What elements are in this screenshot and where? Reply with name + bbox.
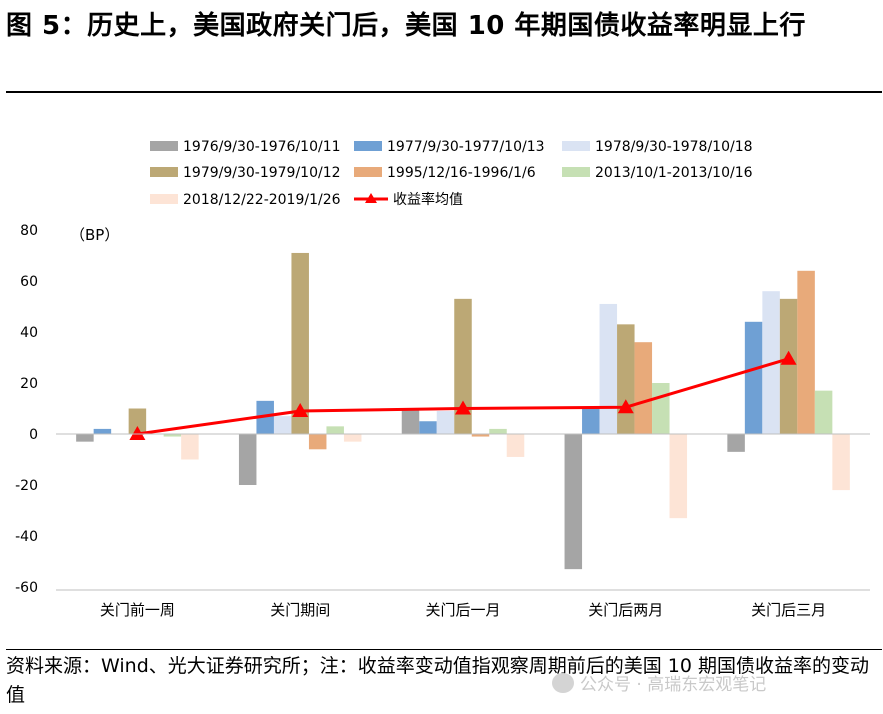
legend-swatch bbox=[354, 141, 382, 151]
bar-7-5 bbox=[832, 434, 850, 491]
legend: 1976/9/30-1976/10/11 1977/9/30-1977/10/13… bbox=[150, 139, 753, 208]
bar-6-4 bbox=[652, 383, 670, 434]
bar-6-1 bbox=[163, 434, 182, 437]
bar-2-4 bbox=[582, 408, 600, 434]
legend-swatch bbox=[562, 167, 590, 177]
bar-6-3 bbox=[489, 428, 507, 434]
bar-1-1 bbox=[76, 434, 94, 442]
bar-5-5 bbox=[797, 270, 815, 434]
y-unit-label: （BP） bbox=[70, 226, 119, 244]
y-tick-label: 80 bbox=[20, 223, 38, 239]
title-divider bbox=[6, 91, 882, 93]
bar-6-5 bbox=[814, 390, 833, 434]
source-divider bbox=[6, 649, 882, 650]
bar-7-2 bbox=[343, 434, 362, 442]
y-tick-label: 20 bbox=[20, 376, 38, 392]
bar-1-2 bbox=[238, 434, 257, 485]
chart: 1976/9/30-1976/10/11 1977/9/30-1977/10/13… bbox=[15, 139, 870, 619]
bar-2-3 bbox=[419, 421, 437, 434]
y-tick-label: 40 bbox=[20, 325, 38, 341]
average-line bbox=[129, 350, 797, 440]
y-axis: -60 -40 -20 0 20 40 60 80 （BP） bbox=[15, 223, 119, 596]
legend-swatch bbox=[150, 167, 178, 177]
bar-7-1 bbox=[181, 434, 199, 460]
watermark: 公众号 · 高瑞东宏观笔记 bbox=[552, 670, 766, 695]
bar-5-4 bbox=[634, 342, 653, 434]
legend-swatch bbox=[150, 194, 178, 204]
x-axis: 关门前一周 关门期间 关门后一月 关门后两月 关门后三月 bbox=[56, 433, 870, 619]
x-tick-label: 关门期间 bbox=[270, 601, 330, 619]
legend-label: 1976/9/30-1976/10/11 bbox=[183, 139, 341, 155]
legend-label: 1977/9/30-1977/10/13 bbox=[387, 139, 545, 155]
bar-3-4 bbox=[599, 303, 618, 434]
y-tick-label: -20 bbox=[15, 478, 38, 494]
bar-2-5 bbox=[744, 321, 763, 434]
x-tick-label: 关门后三月 bbox=[751, 601, 826, 619]
x-tick-label: 关门前一周 bbox=[100, 601, 175, 619]
average-point-2 bbox=[292, 403, 309, 418]
bar-4-1 bbox=[128, 408, 147, 434]
legend-label: 1978/9/30-1978/10/18 bbox=[595, 139, 753, 155]
bar-3-2 bbox=[273, 416, 292, 434]
x-tick-label: 关门后两月 bbox=[588, 601, 663, 619]
bar-7-4 bbox=[669, 434, 688, 519]
wechat-icon bbox=[552, 672, 574, 693]
legend-label: 2013/10/1-2013/10/16 bbox=[595, 165, 753, 181]
average-point-5 bbox=[780, 350, 797, 365]
watermark-text: 公众号 · 高瑞东宏观笔记 bbox=[580, 675, 767, 695]
bar-2-1 bbox=[93, 428, 112, 434]
y-tick-label: -40 bbox=[15, 529, 38, 545]
bar-4-3 bbox=[454, 298, 472, 434]
bar-3-3 bbox=[436, 411, 455, 434]
figure-title: 图 5：历史上，美国政府关门后，美国 10 年期国债收益率明显上行 bbox=[6, 11, 806, 41]
average-point-3 bbox=[455, 400, 471, 415]
bar-4-2 bbox=[291, 252, 309, 434]
x-tick-label: 关门后一月 bbox=[425, 601, 500, 619]
legend-swatch bbox=[562, 141, 590, 151]
legend-line-marker bbox=[365, 193, 377, 203]
legend-label: 1995/12/16-1996/1/6 bbox=[387, 165, 536, 181]
bar-1-3 bbox=[401, 408, 420, 434]
bar-4-5 bbox=[779, 298, 798, 434]
source-note: 资料来源：Wind、光大证券研究所；注：收益率变动值指观察周期前后的美国 10 … bbox=[6, 655, 870, 706]
legend-swatch bbox=[150, 141, 178, 151]
bar-5-2 bbox=[308, 434, 327, 450]
bar-1-5 bbox=[727, 434, 745, 452]
bar-5-3 bbox=[471, 434, 490, 437]
average-point-1 bbox=[129, 426, 146, 440]
average-point-4 bbox=[617, 399, 634, 414]
y-tick-label: 60 bbox=[20, 274, 38, 290]
bar-4-4 bbox=[617, 324, 635, 434]
y-tick-label: 0 bbox=[29, 427, 38, 443]
y-tick-label: -60 bbox=[15, 580, 38, 596]
legend-label: 收益率均值 bbox=[393, 191, 463, 208]
legend-swatch bbox=[354, 167, 382, 177]
bar-1-4 bbox=[564, 434, 583, 570]
bar-7-3 bbox=[506, 434, 525, 457]
bar-6-2 bbox=[326, 426, 344, 434]
legend-label: 1979/9/30-1979/10/12 bbox=[183, 165, 341, 181]
legend-label: 2018/12/22-2019/1/26 bbox=[183, 192, 341, 208]
